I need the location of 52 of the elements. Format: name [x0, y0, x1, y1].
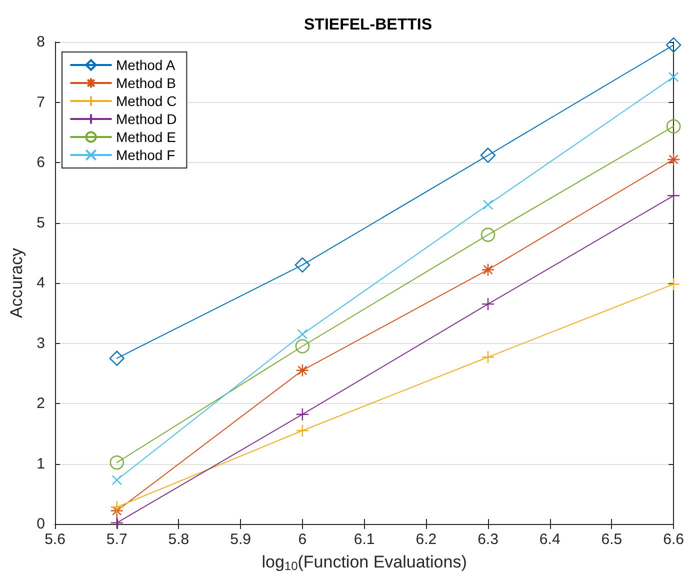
y-tick-label: 3 [36, 334, 45, 352]
x-tick-label: 5.9 [230, 531, 251, 548]
point [666, 152, 680, 166]
point [110, 500, 124, 514]
y-axis-title: Accuracy [7, 248, 26, 318]
legend-label: Method B [116, 75, 176, 91]
legend-label: Method F [116, 147, 176, 163]
y-tick-label: 4 [36, 274, 45, 292]
point [666, 119, 681, 134]
y-tick-label: 0 [36, 516, 45, 532]
x-tick-label: 5.8 [168, 531, 190, 548]
point [297, 329, 308, 340]
point [666, 189, 680, 202]
point [294, 257, 310, 273]
legend-label: Method E [116, 129, 176, 145]
point [110, 455, 124, 470]
point [480, 228, 496, 242]
y-tick-label: 2 [36, 395, 45, 412]
point [296, 408, 310, 421]
chart-title: STIEFEL-BETTIS [304, 16, 432, 34]
y-tick-label: 1 [36, 455, 45, 472]
x-tick-label: 6 [298, 531, 307, 548]
point [481, 350, 495, 364]
legend-label: Method D [116, 111, 177, 127]
point [296, 424, 310, 438]
x-tick-label: 6.1 [354, 531, 375, 548]
y-tick-label: 6 [36, 154, 45, 171]
point [482, 200, 494, 210]
y-tick-label: 7 [36, 94, 45, 111]
x-tick-label: 6.2 [416, 531, 437, 548]
point [110, 516, 124, 530]
legend-label: Method A [116, 57, 176, 73]
point [480, 148, 496, 163]
point [112, 474, 122, 486]
point [296, 364, 310, 377]
y-tick-label: 5 [36, 214, 45, 232]
x-tick-label: 6.6 [663, 531, 684, 548]
point [295, 339, 310, 354]
x-tick-label: 6.5 [601, 531, 622, 548]
point [666, 37, 682, 53]
y-tick-label: 8 [36, 34, 45, 50]
x-tick-label: 5.7 [106, 531, 128, 548]
x-tick-label: 5.6 [44, 531, 66, 548]
point [666, 278, 680, 291]
point [110, 504, 124, 518]
point [668, 72, 679, 82]
point [109, 350, 124, 366]
point [481, 263, 495, 276]
legend-label: Method C [116, 93, 177, 109]
x-tick-label: 6.4 [539, 531, 560, 548]
x-tick-label: 6.3 [478, 531, 498, 548]
point [481, 297, 495, 311]
